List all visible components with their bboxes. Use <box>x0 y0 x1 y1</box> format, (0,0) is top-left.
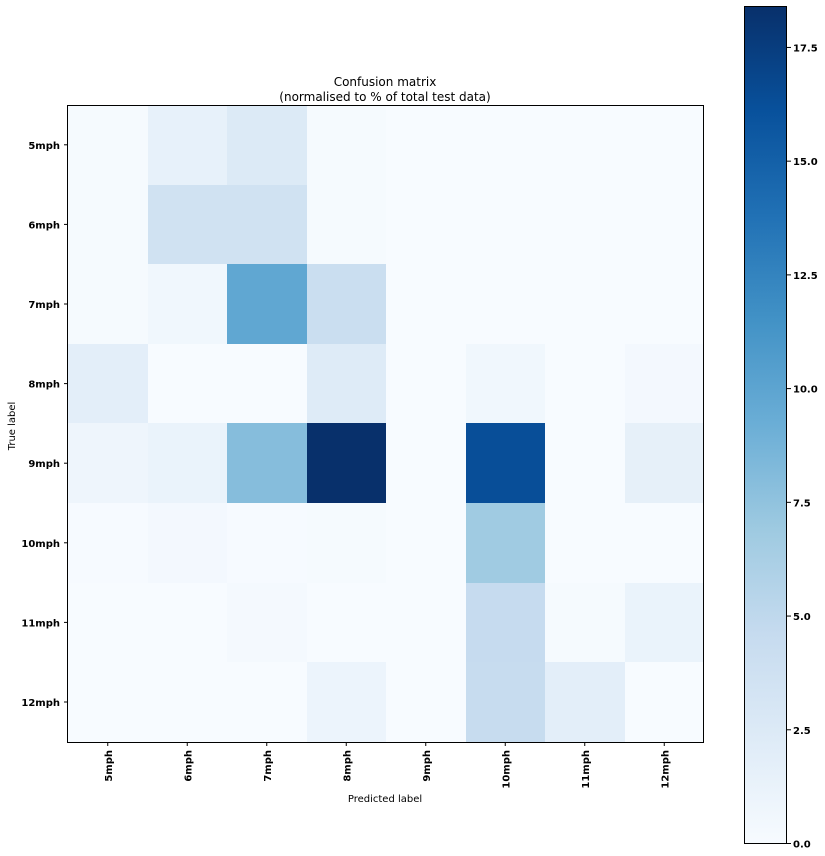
heatmap-cell <box>307 423 386 503</box>
heatmap-cell <box>68 662 148 742</box>
y-axis: 5mph 6mph 7mph 8mph 9mph 10mph 11mph 12mph <box>21 141 68 709</box>
heatmap-cell <box>545 185 625 264</box>
colorbar-tick-label: 10.0 <box>793 385 818 396</box>
heatmap-cell <box>386 185 466 264</box>
heatmap-cell <box>68 583 148 662</box>
heatmap-cell <box>625 264 704 344</box>
y-tick-label: 5mph <box>28 141 60 152</box>
heatmap-cell <box>148 662 227 742</box>
heatmap-cell <box>545 503 625 583</box>
heatmap-cell <box>466 503 545 583</box>
heatmap-cell <box>227 344 307 423</box>
heatmap-cell <box>68 344 148 423</box>
heatmap-cell <box>307 344 386 423</box>
x-axis: 5mph 6mph 7mph 8mph 9mph 10mph 11mph 12mph <box>104 742 671 789</box>
plot-frame <box>67 105 704 743</box>
heatmap-cell <box>68 185 148 264</box>
x-tick-label: 5mph <box>104 750 115 782</box>
colorbar <box>744 6 787 844</box>
heatmap-cells <box>68 105 704 742</box>
y-tick-label: 9mph <box>28 459 60 470</box>
heatmap-cell <box>148 503 227 583</box>
heatmap-cell <box>227 583 307 662</box>
heatmap-cell <box>625 423 704 503</box>
heatmap-cell <box>386 503 466 583</box>
x-tick-label: 11mph <box>581 750 592 789</box>
heatmap-cell <box>307 264 386 344</box>
heatmap-cell <box>307 185 386 264</box>
heatmap-cell <box>545 583 625 662</box>
heatmap-cell <box>386 264 466 344</box>
heatmap-cell <box>466 185 545 264</box>
heatmap-cell <box>386 423 466 503</box>
colorbar-tick-label: 17.5 <box>793 43 818 54</box>
heatmap-cell <box>625 344 704 423</box>
chart-title: Confusion matrix <box>334 75 437 89</box>
heatmap-cell <box>466 264 545 344</box>
heatmap-cell <box>148 264 227 344</box>
heatmap-cell <box>466 583 545 662</box>
heatmap-cell <box>386 105 466 185</box>
heatmap-cell <box>148 105 227 185</box>
chart-subtitle: (normalised to % of total test data) <box>279 90 490 104</box>
heatmap-cell <box>545 264 625 344</box>
colorbar-tick-label: 12.5 <box>793 271 818 282</box>
heatmap-cell <box>545 423 625 503</box>
y-tick-label: 12mph <box>21 698 60 709</box>
heatmap-cell <box>68 105 148 185</box>
heatmap-cell <box>148 583 227 662</box>
heatmap-cell <box>227 105 307 185</box>
heatmap-cell <box>307 583 386 662</box>
heatmap-cell <box>545 662 625 742</box>
x-tick-label: 8mph <box>342 750 353 782</box>
heatmap-cell <box>545 344 625 423</box>
colorbar-tick-label: 15.0 <box>793 157 818 168</box>
heatmap-cell <box>386 583 466 662</box>
y-axis-label: True label <box>7 402 18 452</box>
x-tick-label: 7mph <box>263 750 274 782</box>
heatmap-cell <box>466 662 545 742</box>
heatmap-cell <box>625 503 704 583</box>
heatmap-cell <box>625 583 704 662</box>
colorbar-axis: 0.0 2.5 5.0 7.5 10.0 12.5 15.0 17.5 <box>787 43 818 851</box>
heatmap-cell <box>227 185 307 264</box>
heatmap-cell <box>625 662 704 742</box>
x-axis-label: Predicted label <box>348 794 422 805</box>
heatmap-cell <box>68 423 148 503</box>
heatmap-cell <box>625 185 704 264</box>
y-tick-label: 6mph <box>28 220 60 231</box>
heatmap-cell <box>148 185 227 264</box>
heatmap-cell <box>386 344 466 423</box>
heatmap-cell <box>148 344 227 423</box>
x-tick-label: 12mph <box>660 750 671 789</box>
colorbar-tick-label: 7.5 <box>793 498 811 509</box>
y-tick-label: 11mph <box>21 618 60 629</box>
heatmap-cell <box>545 105 625 185</box>
x-tick-label: 6mph <box>183 750 194 782</box>
x-tick-label: 9mph <box>422 750 433 782</box>
y-tick-label: 10mph <box>21 539 60 550</box>
heatmap-cell <box>307 503 386 583</box>
heatmap-cell <box>386 662 466 742</box>
heatmap-cell <box>227 662 307 742</box>
heatmap-cell <box>466 344 545 423</box>
colorbar-tick-label: 2.5 <box>793 726 811 737</box>
heatmap-cell <box>148 423 227 503</box>
heatmap-cell <box>307 105 386 185</box>
heatmap-cell <box>227 264 307 344</box>
colorbar-tick-label: 0.0 <box>793 840 811 851</box>
y-tick-label: 7mph <box>28 300 60 311</box>
heatmap-cell <box>466 105 545 185</box>
heatmap-cell <box>625 105 704 185</box>
heatmap-cell <box>68 264 148 344</box>
colorbar-tick-label: 5.0 <box>793 612 811 623</box>
heatmap-cell <box>68 503 148 583</box>
x-tick-label: 10mph <box>501 750 512 789</box>
heatmap-cell <box>307 662 386 742</box>
heatmap-cell <box>227 503 307 583</box>
heatmap-cell <box>466 423 545 503</box>
heatmap-cell <box>227 423 307 503</box>
y-tick-label: 8mph <box>28 380 60 391</box>
